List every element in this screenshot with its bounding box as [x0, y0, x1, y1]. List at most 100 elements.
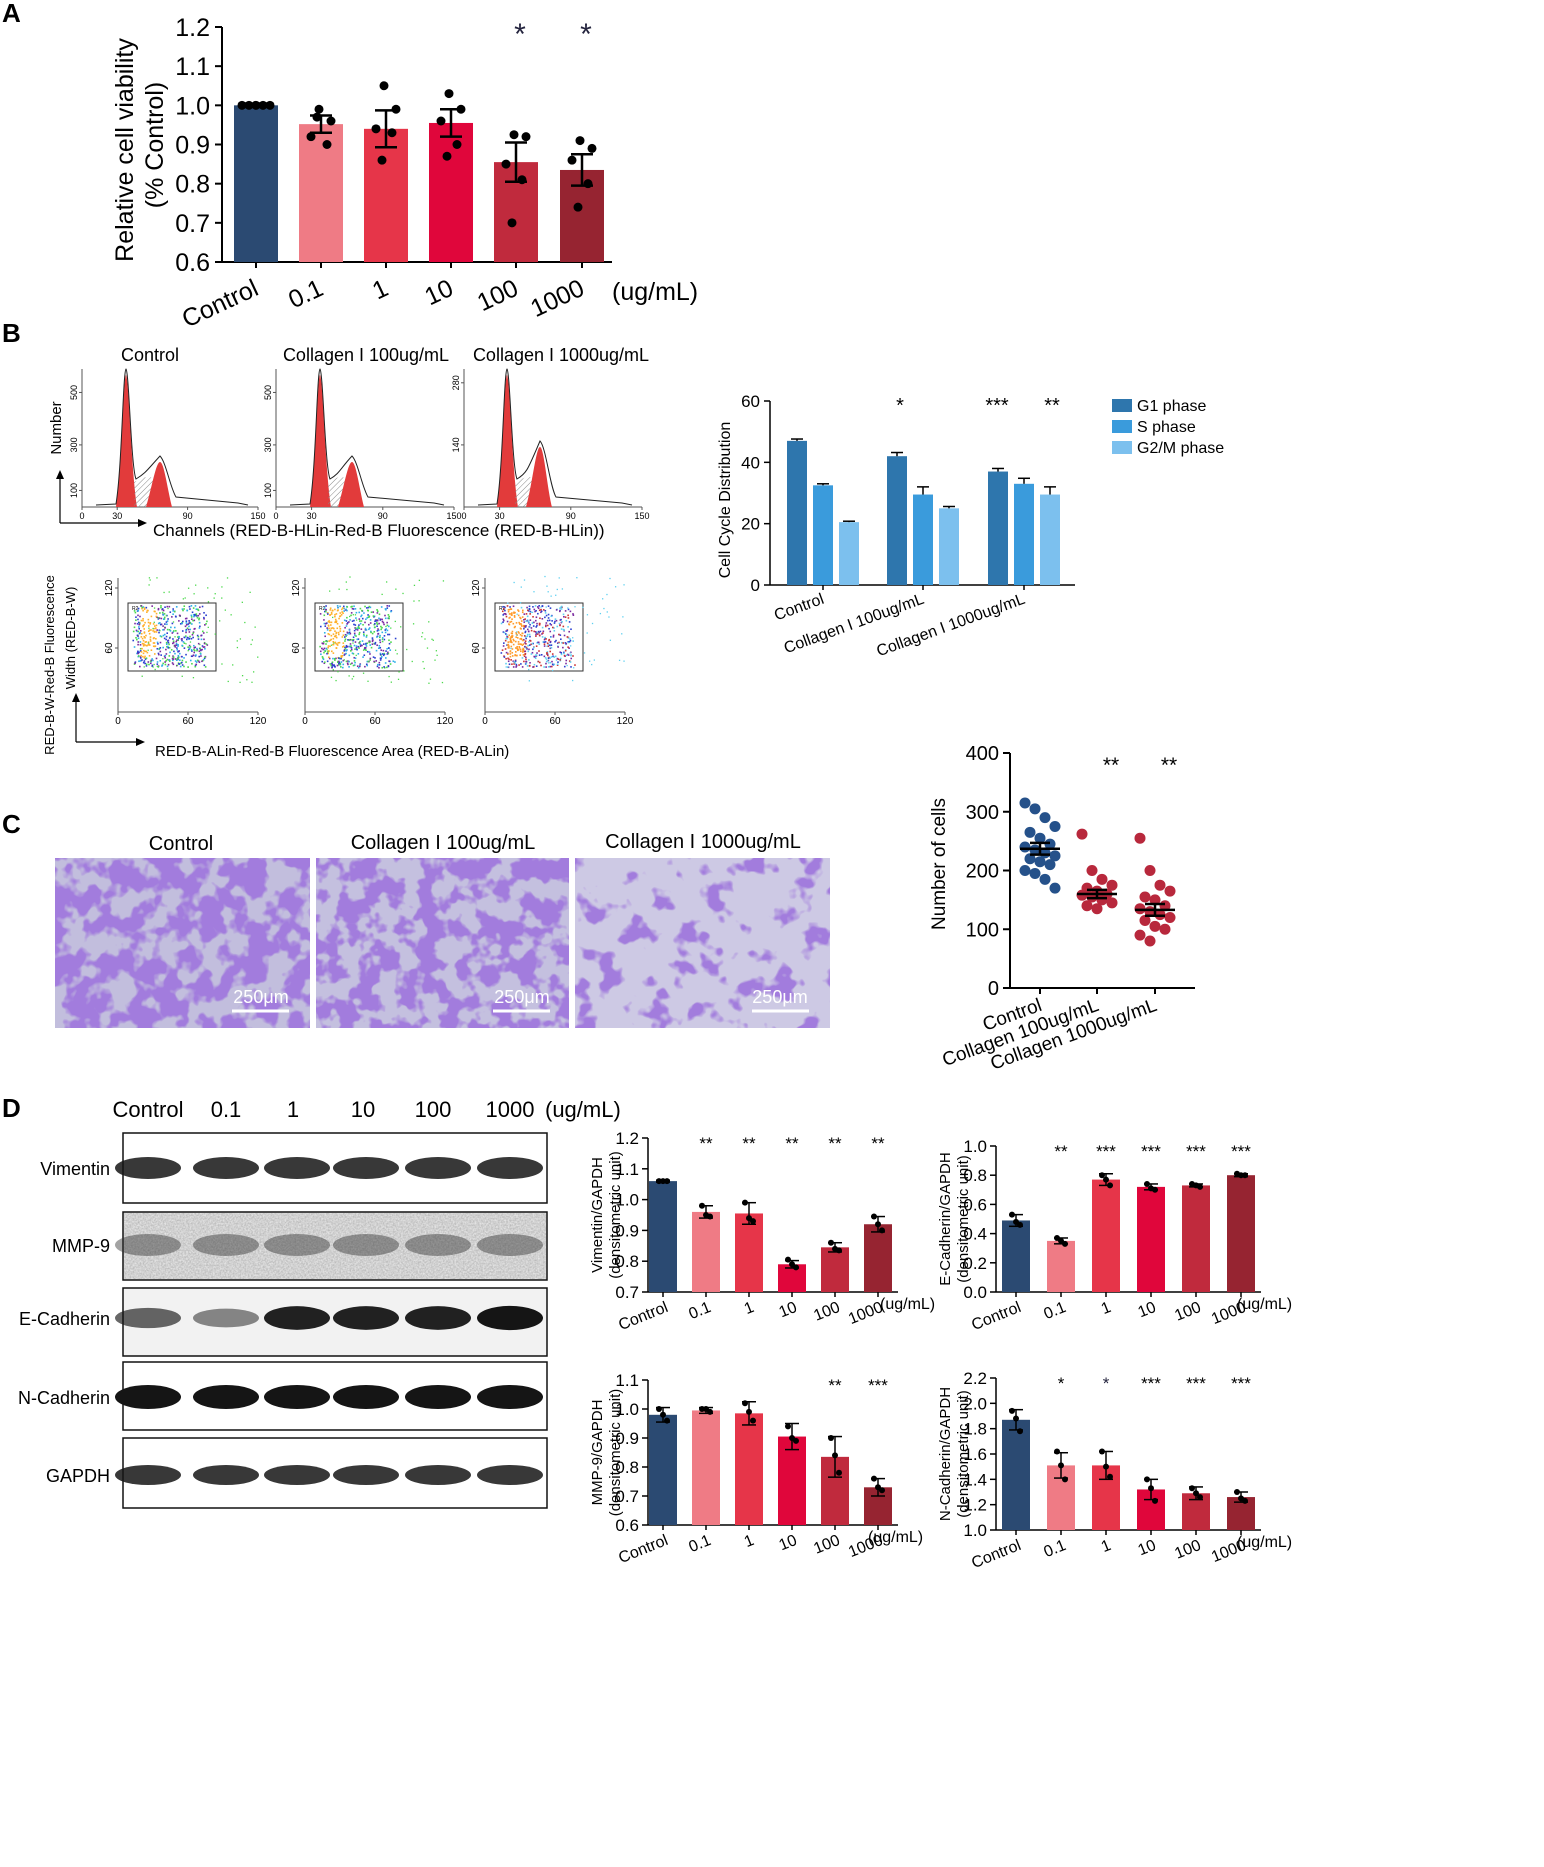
event-dot: [175, 630, 177, 632]
event-dot: [522, 650, 525, 652]
event-dot: [325, 610, 327, 613]
event-dot: [332, 633, 335, 635]
event-dot: [332, 616, 334, 619]
event-dot: [529, 613, 531, 615]
event-dot: [555, 619, 558, 622]
event-dot: [368, 628, 370, 631]
event-dot: [368, 641, 370, 644]
event-dot: [191, 623, 193, 625]
blot-band: [333, 1157, 399, 1179]
blot-band: [115, 1307, 181, 1329]
event-dot: [515, 632, 517, 634]
event-dot: [514, 654, 516, 657]
event-dot: [227, 680, 229, 683]
x-tick-label: 1: [742, 1532, 757, 1551]
y-tick-label: 0.8: [175, 171, 210, 199]
event-dot: [332, 643, 335, 646]
event-dot: [325, 640, 327, 642]
event-dot: [423, 667, 425, 670]
event-dot: [543, 643, 546, 645]
event-dot: [382, 621, 385, 624]
event-dot: [535, 609, 537, 612]
event-dot: [140, 636, 143, 638]
event-dot: [413, 584, 416, 587]
event-dot: [517, 643, 520, 645]
event-dot: [540, 653, 543, 656]
data-point: [1107, 1182, 1113, 1189]
event-dot: [509, 655, 512, 658]
event-dot: [195, 613, 198, 615]
event-dot: [333, 627, 335, 630]
event-dot: [368, 640, 371, 642]
event-dot: [345, 644, 348, 647]
event-dot: [504, 612, 507, 615]
event-dot: [519, 648, 522, 651]
event-dot: [591, 622, 594, 625]
event-dot: [530, 627, 533, 629]
event-dot: [325, 605, 327, 607]
event-dot: [513, 614, 516, 617]
event-dot: [158, 617, 161, 619]
event-dot: [545, 638, 547, 640]
event-dot: [568, 640, 571, 643]
event-dot: [516, 637, 519, 639]
event-dot: [346, 631, 349, 634]
event-dot: [339, 605, 341, 608]
event-dot: [338, 641, 341, 644]
event-dot: [136, 623, 139, 625]
event-dot: [609, 639, 612, 641]
event-dot: [200, 634, 202, 637]
event-dot: [155, 627, 157, 629]
event-dot: [502, 645, 505, 647]
event-dot: [142, 619, 144, 622]
cell-cycle-ylabel: Cell Cycle Distribution: [717, 422, 734, 579]
g1-peak: [116, 375, 137, 507]
event-dot: [152, 623, 155, 625]
event-dot: [341, 654, 344, 657]
event-dot: [550, 595, 552, 597]
cell-count-point: [1049, 850, 1061, 862]
event-dot: [368, 615, 371, 618]
data-point: [1148, 1485, 1154, 1492]
event-dot: [324, 610, 326, 613]
event-dot: [376, 623, 379, 626]
event-dot: [358, 618, 361, 620]
bar-10: [778, 1264, 806, 1292]
event-dot: [159, 612, 161, 614]
event-dot: [201, 630, 204, 633]
event-dot: [197, 609, 200, 612]
event-dot: [503, 631, 506, 634]
event-dot: [183, 642, 186, 645]
event-dot: [349, 650, 352, 652]
event-dot: [205, 614, 207, 617]
event-dot: [511, 635, 514, 637]
x-tick-label: 1: [742, 1299, 757, 1318]
event-dot: [189, 659, 192, 662]
event-dot: [516, 645, 518, 648]
cell-count-point: [1134, 929, 1146, 941]
event-dot: [338, 617, 340, 620]
event-dot: [188, 620, 190, 622]
event-dot: [354, 648, 356, 651]
event-dot: [143, 635, 146, 638]
hist-x-tick-label: 90: [566, 511, 576, 521]
event-dot: [187, 646, 189, 648]
event-dot: [524, 626, 527, 628]
event-dot: [244, 621, 246, 624]
event-dot: [196, 634, 199, 637]
event-dot: [542, 641, 545, 643]
event-dot: [348, 654, 351, 657]
event-dot: [185, 617, 188, 620]
event-dot: [323, 661, 326, 664]
event-dot: [192, 677, 195, 679]
event-dot: [520, 606, 523, 609]
event-dot: [381, 593, 383, 596]
cell-count-point: [1024, 853, 1036, 865]
event-dot: [335, 631, 338, 634]
event-dot: [143, 643, 145, 645]
y-tick-label: 0: [751, 576, 760, 595]
event-dot: [355, 619, 358, 621]
event-dot: [196, 659, 199, 662]
event-dot: [528, 648, 530, 651]
